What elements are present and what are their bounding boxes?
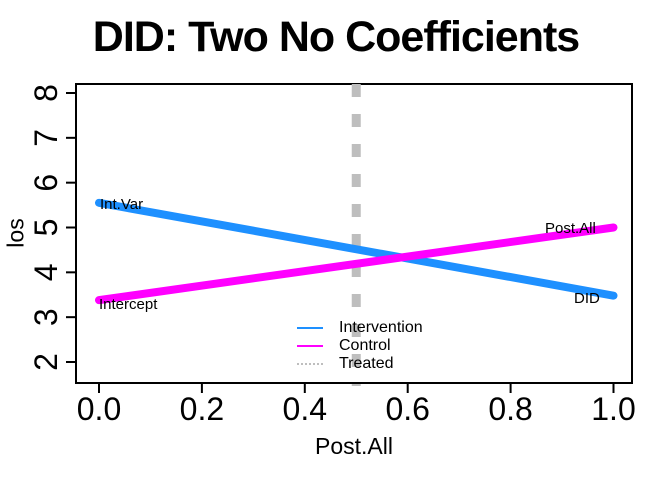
legend-swatch xyxy=(297,345,323,347)
chart-title: DID: Two No Coefficients xyxy=(92,13,580,61)
legend-row: Treated xyxy=(297,355,423,373)
legend-row: Control xyxy=(297,337,423,355)
annotation-did: DID xyxy=(574,290,600,307)
y-tick-label: 8 xyxy=(28,84,64,102)
y-tick-label: 2 xyxy=(28,353,64,371)
x-axis-label: Post.All xyxy=(315,433,393,459)
y-tick-label: 7 xyxy=(28,129,64,147)
series-intervention-line xyxy=(95,198,618,300)
legend-row: Intervention xyxy=(297,319,423,337)
x-tick-label: 0.2 xyxy=(180,391,224,427)
y-tick-label: 6 xyxy=(28,174,64,192)
annotation-intercept: Intercept xyxy=(99,296,158,313)
legend: Intervention Control Treated xyxy=(297,319,423,373)
x-tick-label: 1.0 xyxy=(591,391,635,427)
x-tick-label: 0.8 xyxy=(488,391,532,427)
y-tick-label: 5 xyxy=(28,219,64,237)
legend-label: Intervention xyxy=(339,319,423,336)
legend-swatch xyxy=(297,363,323,365)
legend-label: Control xyxy=(339,337,391,354)
x-tick-label: 0.6 xyxy=(385,391,429,427)
legend-label: Treated xyxy=(339,355,394,372)
series-control-line xyxy=(95,223,618,305)
annotation-int-var: Int.Var xyxy=(100,196,144,213)
y-tick-label: 4 xyxy=(28,263,64,281)
x-tick-label: 0.0 xyxy=(77,391,121,427)
legend-swatch xyxy=(297,327,323,329)
annotation-post-all: Post.All xyxy=(545,220,596,237)
y-tick-label: 3 xyxy=(28,308,64,326)
y-axis-label: los xyxy=(2,218,29,248)
x-tick-label: 0.4 xyxy=(283,391,327,427)
